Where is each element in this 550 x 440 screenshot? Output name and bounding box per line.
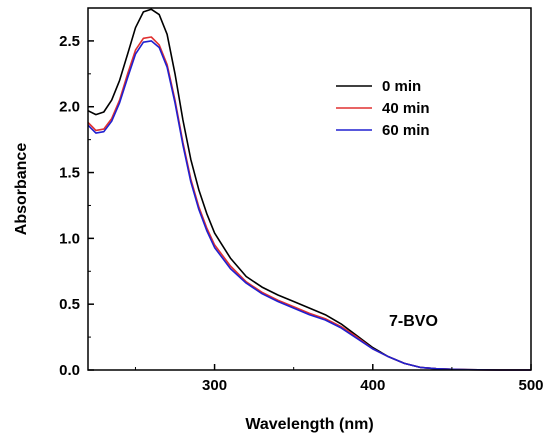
y-tick-label: 1.5 bbox=[59, 165, 80, 182]
series-line bbox=[87, 40, 531, 371]
series-lines bbox=[87, 8, 531, 371]
x-axis: 300 400 500 bbox=[134, 364, 544, 394]
y-tick-label: 1.0 bbox=[59, 230, 80, 247]
y-tick-label: 2.5 bbox=[59, 33, 80, 50]
plot-frame bbox=[87, 7, 532, 371]
y-tick-label: 0.0 bbox=[59, 362, 80, 379]
y-tick-label: 2.0 bbox=[59, 99, 80, 116]
sample-annotation: 7-BVO bbox=[389, 313, 438, 330]
x-tick-label: 400 bbox=[360, 377, 385, 394]
legend: 0 min 40 min 60 min bbox=[336, 78, 430, 139]
y-axis: 0.0 0.5 1.0 1.5 2.0 2.5 bbox=[59, 33, 94, 379]
legend-label: 40 min bbox=[382, 100, 430, 117]
x-tick-label: 300 bbox=[202, 377, 227, 394]
x-axis-title: Wavelength (nm) bbox=[245, 416, 373, 433]
series-line bbox=[87, 8, 531, 371]
legend-label: 60 min bbox=[382, 122, 430, 139]
y-tick-label: 0.5 bbox=[59, 296, 80, 313]
legend-label: 0 min bbox=[382, 78, 421, 95]
series-line bbox=[87, 36, 531, 371]
x-tick-label: 500 bbox=[518, 377, 543, 394]
y-axis-title: Absorbance bbox=[13, 143, 30, 236]
